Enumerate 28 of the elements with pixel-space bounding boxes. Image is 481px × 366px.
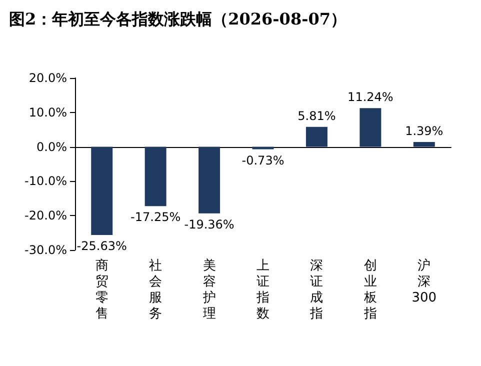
y-tick-label: -10.0% [24,174,67,188]
bar [252,146,274,150]
data-label: -19.36% [184,217,234,232]
x-tick-label: 上证指数 [256,258,270,322]
bar [198,146,220,214]
bar [413,142,435,147]
bar [306,126,328,147]
x-tick-label: 商贸零售 [95,258,108,322]
data-label: 11.24% [348,90,394,104]
x-tick-label: 美容护理 [202,258,216,322]
x-tick-label: 沪深300 [412,258,437,306]
x-tick-label: 深证成指 [309,258,324,322]
y-tick-label: 20.0% [28,71,67,85]
bar [144,146,166,206]
data-label: 5.81% [298,108,336,123]
x-tick-label: 社会服务 [149,258,162,322]
x-tick-label: 创业板指 [362,258,377,322]
y-tick-label: -20.0% [24,208,67,223]
y-tick-label: 0.0% [36,140,67,154]
bar [360,108,382,147]
data-label: 1.39% [405,124,444,138]
y-tick-label: -30.0% [24,243,67,257]
data-label: -0.73% [242,153,284,168]
data-label: -17.25% [130,210,181,224]
bar [91,146,113,235]
chart-title: 图2：年初至今各指数涨跌幅（2026-08-07） [9,10,346,28]
data-label: -25.63% [76,238,127,253]
y-tick-label: 10.0% [28,105,67,120]
